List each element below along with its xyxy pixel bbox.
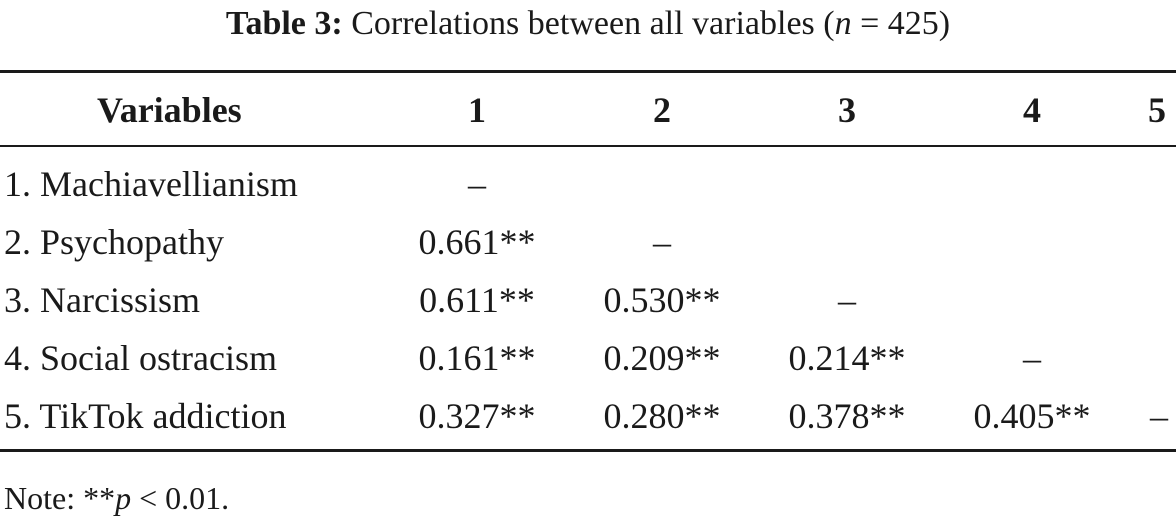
table-note: Note: **p < 0.01.: [4, 476, 229, 520]
table-label: Table 3:: [225, 5, 343, 42]
row-label-social-ostracism: 4. Social ostracism: [4, 338, 277, 378]
row-label-psychopathy: 2. Psychopathy: [4, 222, 224, 262]
row-label-narcissism: 3. Narcissism: [4, 280, 200, 320]
cell-r3-c3: –: [838, 280, 856, 320]
row-label-machiavellianism: 1. Machiavellianism: [4, 164, 298, 204]
header-col-1: 1: [468, 90, 486, 130]
cell-r4-c4: –: [1023, 338, 1041, 378]
cell-r5-c3: 0.378**: [788, 396, 906, 436]
caption-text-before: Correlations between all variables (: [351, 5, 835, 42]
caption-n-symbol: n: [834, 5, 852, 42]
cell-r1-c1: –: [468, 164, 486, 204]
cell-r5-c4: 0.405**: [973, 396, 1091, 436]
cell-r5-c5: –: [1150, 396, 1168, 436]
cell-r3-c1: 0.611**: [419, 280, 535, 320]
note-suffix: < 0.01.: [131, 480, 230, 516]
cell-r4-c2: 0.209**: [603, 338, 721, 378]
note-prefix: Note: **: [4, 480, 116, 516]
header-col-5: 5: [1148, 90, 1166, 130]
cell-r4-c1: 0.161**: [418, 338, 536, 378]
header-rule: [0, 145, 1176, 147]
row-label-tiktok-addiction: 5. TikTok addiction: [4, 396, 287, 436]
cell-r2-c1: 0.661**: [418, 222, 536, 262]
cell-r5-c2: 0.280**: [603, 396, 721, 436]
caption-text-after: = 425): [851, 5, 951, 42]
table-caption: Table 3: Correlations between all variab…: [0, 2, 1176, 46]
header-variables: Variables: [97, 90, 242, 130]
cell-r5-c1: 0.327**: [418, 396, 536, 436]
header-col-2: 2: [653, 90, 671, 130]
top-rule: [0, 70, 1176, 73]
cell-r3-c2: 0.530**: [603, 280, 721, 320]
header-col-4: 4: [1023, 90, 1041, 130]
header-col-3: 3: [838, 90, 856, 130]
cell-r2-c2: –: [653, 222, 671, 262]
bottom-rule: [0, 449, 1176, 452]
note-p-symbol: p: [115, 480, 132, 516]
cell-r4-c3: 0.214**: [788, 338, 906, 378]
